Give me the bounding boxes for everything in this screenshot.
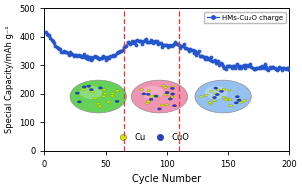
Circle shape [98, 87, 102, 89]
Circle shape [243, 100, 246, 102]
Circle shape [163, 94, 167, 96]
Circle shape [170, 87, 174, 90]
Circle shape [157, 108, 162, 110]
Circle shape [228, 99, 232, 101]
Circle shape [208, 102, 212, 104]
Circle shape [103, 89, 106, 91]
Circle shape [115, 100, 119, 103]
Circle shape [111, 95, 114, 97]
Circle shape [234, 102, 238, 104]
Circle shape [156, 95, 159, 98]
Circle shape [225, 98, 229, 100]
Circle shape [235, 95, 239, 98]
Circle shape [237, 99, 240, 101]
Circle shape [82, 88, 86, 91]
Circle shape [166, 91, 169, 94]
Circle shape [142, 93, 146, 95]
Circle shape [77, 101, 81, 103]
Circle shape [116, 90, 119, 92]
Circle shape [170, 96, 174, 98]
Circle shape [204, 94, 208, 96]
Circle shape [147, 101, 150, 103]
Circle shape [131, 80, 188, 113]
Circle shape [171, 86, 174, 88]
X-axis label: Cycle Number: Cycle Number [132, 174, 201, 184]
Circle shape [240, 101, 243, 103]
Circle shape [146, 102, 149, 104]
Circle shape [91, 91, 94, 93]
Circle shape [87, 85, 91, 87]
Circle shape [216, 89, 220, 91]
Y-axis label: Special Capacity/mAh g⁻¹: Special Capacity/mAh g⁻¹ [5, 26, 14, 133]
Circle shape [140, 89, 143, 91]
Circle shape [227, 89, 231, 91]
Circle shape [220, 90, 223, 92]
Circle shape [82, 86, 86, 88]
Circle shape [172, 105, 176, 107]
Circle shape [80, 86, 102, 99]
Circle shape [165, 104, 169, 106]
Circle shape [205, 86, 227, 99]
Circle shape [168, 98, 172, 100]
Circle shape [146, 93, 150, 95]
Circle shape [111, 92, 114, 94]
Circle shape [75, 92, 79, 94]
Circle shape [215, 93, 219, 96]
Circle shape [102, 95, 105, 97]
Circle shape [229, 105, 233, 107]
Circle shape [94, 97, 97, 99]
Circle shape [213, 96, 217, 99]
Circle shape [195, 80, 251, 113]
Circle shape [210, 90, 213, 92]
Circle shape [214, 87, 218, 89]
Circle shape [222, 96, 226, 98]
Circle shape [164, 86, 167, 88]
Circle shape [214, 93, 217, 95]
Circle shape [107, 101, 110, 103]
Circle shape [165, 91, 169, 94]
Circle shape [199, 96, 203, 98]
Circle shape [160, 104, 164, 106]
Circle shape [154, 95, 158, 97]
Circle shape [149, 98, 153, 101]
Circle shape [170, 96, 174, 98]
Circle shape [103, 93, 107, 95]
Circle shape [96, 103, 100, 105]
Legend: Cu, CuO: Cu, CuO [112, 129, 192, 145]
Circle shape [162, 85, 165, 87]
Circle shape [150, 95, 153, 97]
Circle shape [70, 80, 126, 113]
Circle shape [209, 102, 213, 105]
Circle shape [98, 105, 102, 107]
Circle shape [222, 88, 226, 90]
Circle shape [147, 90, 151, 92]
Circle shape [141, 86, 164, 99]
Circle shape [213, 100, 217, 102]
Circle shape [89, 88, 93, 91]
Circle shape [152, 95, 156, 97]
Circle shape [171, 93, 175, 95]
Circle shape [237, 99, 241, 101]
Circle shape [224, 99, 227, 101]
